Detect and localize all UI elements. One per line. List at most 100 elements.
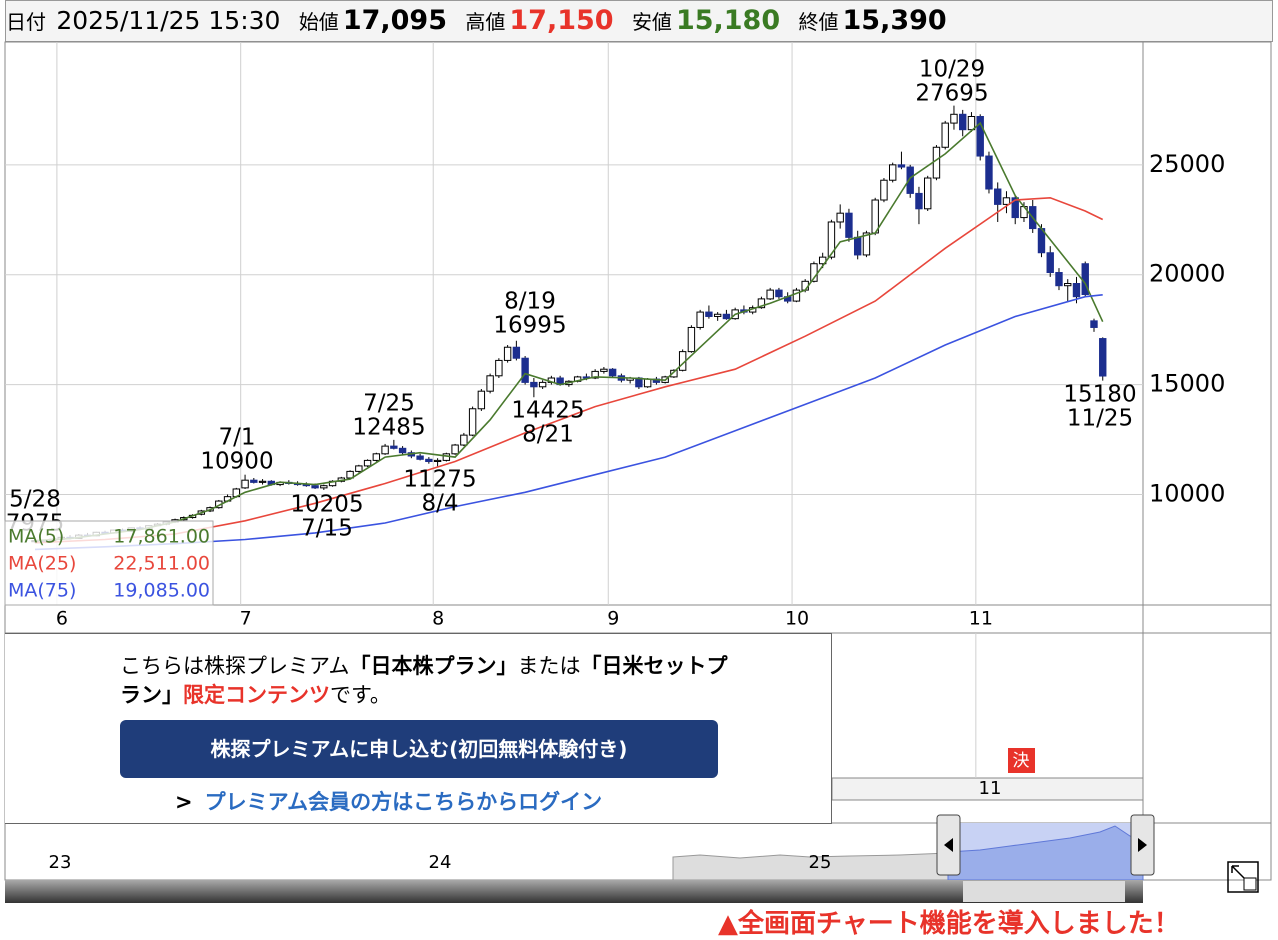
ma-line bbox=[34, 121, 1104, 542]
candle-body bbox=[915, 192, 923, 210]
ma-line bbox=[34, 196, 1104, 544]
y-tick-label: 20000 bbox=[1149, 260, 1225, 288]
link-text[interactable]: プレミアム会員の方はこちらからログイン bbox=[204, 790, 603, 814]
notice: ▲全画面チャート機能を導入しました！ bbox=[718, 909, 1180, 939]
label: 日付 bbox=[6, 10, 46, 34]
candle-body bbox=[924, 177, 932, 210]
annotation: 27695 bbox=[915, 81, 988, 107]
candle-body bbox=[460, 434, 468, 446]
candle-body bbox=[503, 346, 512, 361]
legend-box bbox=[4, 520, 214, 606]
candle-body bbox=[853, 236, 862, 256]
x-tick-label: 9 bbox=[607, 608, 619, 630]
candle-body bbox=[495, 359, 503, 377]
annotation: 7/1 bbox=[218, 425, 255, 451]
candle-body bbox=[608, 368, 617, 377]
candle-body bbox=[836, 212, 844, 223]
candle-body bbox=[722, 313, 731, 320]
navigator-label: 24 bbox=[429, 852, 452, 873]
label: 安値 bbox=[631, 10, 672, 34]
navigator-label: 25 bbox=[809, 852, 832, 873]
y-tick-label: 15000 bbox=[1149, 370, 1225, 398]
candle-body bbox=[941, 122, 949, 148]
candle-body bbox=[433, 459, 442, 463]
x-tick-label: 6 bbox=[56, 608, 68, 630]
signup-button[interactable]: 株探プレミアムに申し込む(初回無料体験付き) bbox=[120, 720, 718, 778]
page: 日付 2025/11/25 15:30 始値 17,095 高値 17,150 安値… bbox=[4, 0, 1273, 939]
annotation: 11275 bbox=[403, 467, 476, 493]
annotation: 10205 bbox=[290, 492, 363, 518]
candle-body bbox=[880, 179, 888, 201]
annotation: 15180 bbox=[1063, 382, 1136, 408]
candle-body bbox=[1011, 197, 1019, 219]
candle-body bbox=[241, 479, 249, 489]
candle-body bbox=[1099, 338, 1107, 377]
candle-body bbox=[906, 166, 914, 194]
candle-body bbox=[1064, 283, 1072, 287]
badge-text: 決 bbox=[1013, 751, 1030, 771]
candle-body bbox=[670, 369, 678, 378]
annotation: 16995 bbox=[493, 313, 566, 339]
candle-body bbox=[591, 370, 599, 379]
candle-body bbox=[976, 115, 984, 157]
expand-icon[interactable] bbox=[1227, 861, 1259, 893]
candle-body bbox=[416, 455, 424, 460]
candle-body bbox=[311, 485, 319, 489]
x-tick-label: 10 bbox=[785, 608, 809, 630]
candle-body bbox=[372, 453, 381, 461]
legend-label: MA(75) bbox=[8, 580, 76, 602]
annotation: 11/25 bbox=[1067, 406, 1133, 432]
datetime: 2025/11/25 15:30 bbox=[56, 6, 281, 35]
text: 「日本株プラン」 bbox=[349, 654, 518, 678]
candle-body bbox=[888, 164, 897, 181]
premium-overlay: こちらは株探プレミアム「日本株プラン」または「日米セットプラン」限定コンテンツで… bbox=[5, 633, 832, 824]
candle-body bbox=[320, 485, 328, 489]
annotation: 10/29 bbox=[919, 57, 985, 83]
text: です。 bbox=[330, 683, 391, 707]
arrow bbox=[1138, 838, 1147, 852]
text: または bbox=[517, 654, 581, 678]
text: 限定コンテンツ bbox=[183, 683, 330, 707]
chart: 67891011100001500020000250005/2879757/11… bbox=[4, 41, 1272, 903]
annotation: 8/19 bbox=[504, 289, 556, 315]
candle-body bbox=[766, 289, 774, 300]
candle-body bbox=[713, 313, 722, 317]
value: 17,150 bbox=[509, 5, 614, 36]
premium-text: こちらは株探プレミアム「日本株プラン」または「日米セットプラン」限定コンテンツで… bbox=[120, 652, 730, 710]
navigator-label: 23 bbox=[49, 852, 72, 873]
scroll-thumb[interactable] bbox=[963, 881, 1125, 902]
candle-body bbox=[932, 146, 941, 179]
candle-body bbox=[521, 357, 529, 383]
candle-body bbox=[775, 289, 783, 298]
annotation: 12485 bbox=[352, 415, 425, 441]
candle-body bbox=[250, 479, 258, 483]
login-link[interactable]: > プレミアム会員の方はこちらからログイン bbox=[175, 790, 603, 814]
candle-body bbox=[398, 447, 407, 454]
annotation: 10900 bbox=[200, 449, 273, 475]
text: 「日米セットプラン」 bbox=[120, 654, 728, 707]
candle-body bbox=[512, 346, 521, 359]
legend-value: 17,861.00 bbox=[113, 526, 210, 548]
candle-body bbox=[643, 378, 652, 388]
candle-body bbox=[994, 188, 1002, 205]
annotation: 5/28 bbox=[9, 487, 61, 513]
candle-body bbox=[1002, 197, 1011, 205]
candle-body bbox=[258, 480, 267, 483]
y-tick-label: 25000 bbox=[1149, 150, 1225, 178]
annotation: 7/15 bbox=[301, 516, 353, 542]
annotation: 14425 bbox=[511, 398, 584, 424]
candle-body bbox=[477, 390, 486, 410]
month-label: 11 bbox=[979, 778, 1002, 799]
candle-body bbox=[687, 326, 696, 353]
scrollbar[interactable] bbox=[5, 880, 1143, 903]
candle-body bbox=[530, 381, 538, 388]
candle-body bbox=[959, 113, 967, 131]
candle-body bbox=[967, 115, 976, 131]
candle-body bbox=[1090, 320, 1098, 328]
arrow bbox=[944, 838, 953, 852]
x-tick-label: 7 bbox=[240, 608, 252, 630]
legend-value: 19,085.00 bbox=[113, 580, 210, 602]
x-tick-label: 8 bbox=[432, 608, 444, 630]
header: 日付 2025/11/25 15:30 始値 17,095 高値 17,150 安値… bbox=[5, 0, 1273, 42]
candle-body bbox=[381, 445, 389, 455]
